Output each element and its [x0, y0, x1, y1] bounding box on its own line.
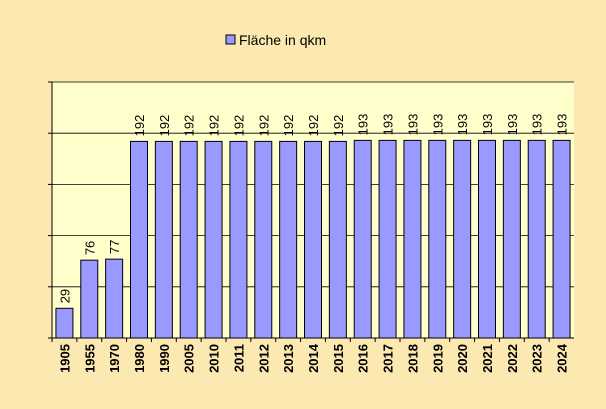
data-label: 193 — [430, 114, 445, 136]
bar — [130, 140, 148, 339]
x-tick-label: 2023 — [530, 344, 545, 373]
bar — [179, 140, 198, 339]
data-label: 192 — [207, 115, 222, 137]
data-label: 192 — [157, 115, 172, 137]
x-tick-label: 2016 — [356, 344, 371, 373]
legend-label: Fläche in qkm — [239, 32, 326, 48]
x-tick-label: 2011 — [231, 344, 246, 372]
data-label: 193 — [530, 114, 545, 136]
bar — [80, 259, 99, 339]
bar — [502, 139, 521, 339]
x-tick-label: 2019 — [430, 344, 445, 373]
bar — [378, 139, 397, 339]
bar — [154, 140, 173, 339]
data-label: 29 — [57, 289, 72, 303]
bar — [254, 140, 273, 339]
bar — [304, 140, 322, 339]
data-label: 193 — [480, 114, 495, 136]
data-label: 193 — [405, 114, 420, 136]
x-tick-label: 2005 — [182, 344, 197, 373]
legend-swatch — [225, 34, 236, 45]
bar — [428, 139, 447, 339]
x-tick-label: 2020 — [455, 344, 470, 373]
bar — [527, 139, 546, 339]
data-label: 192 — [132, 115, 147, 137]
x-tick-label: 1955 — [82, 344, 97, 373]
bar — [453, 139, 472, 339]
bar — [403, 139, 422, 339]
data-label: 193 — [505, 114, 520, 136]
x-tick-label: 2018 — [405, 344, 420, 373]
data-label: 193 — [381, 114, 396, 136]
x-tick-label: 2014 — [306, 343, 321, 373]
data-label: 192 — [306, 115, 321, 137]
data-label: 192 — [231, 115, 246, 137]
data-label: 192 — [182, 115, 197, 137]
bar — [478, 139, 496, 339]
data-label: 77 — [107, 240, 122, 254]
data-label: 193 — [356, 114, 371, 136]
data-label: 193 — [555, 114, 570, 136]
bar — [55, 307, 74, 339]
data-label: 192 — [331, 115, 346, 137]
x-tick-label: 1905 — [57, 344, 72, 373]
x-tick-label: 2024 — [555, 343, 570, 373]
x-tick-label: 1980 — [132, 344, 147, 373]
bar — [229, 140, 248, 339]
data-label: 192 — [256, 115, 271, 137]
bar — [552, 139, 571, 339]
data-label: 76 — [82, 241, 97, 255]
bar — [353, 139, 372, 339]
data-label: 192 — [281, 115, 296, 137]
x-tick-label: 1990 — [157, 344, 172, 373]
x-tick-label: 2010 — [207, 344, 222, 373]
bar — [328, 140, 347, 339]
x-tick-label: 2022 — [505, 344, 520, 373]
x-tick-label: 2015 — [331, 344, 346, 373]
data-label: 193 — [455, 114, 470, 136]
x-tick-label: 1970 — [107, 344, 122, 373]
x-tick-label: 2012 — [256, 344, 271, 373]
x-tick-label: 2017 — [381, 344, 396, 373]
x-tick-label: 2013 — [281, 344, 296, 373]
bar — [279, 140, 298, 339]
bar — [105, 258, 124, 339]
x-tick-label: 2021 — [480, 344, 495, 373]
bar — [204, 140, 223, 339]
